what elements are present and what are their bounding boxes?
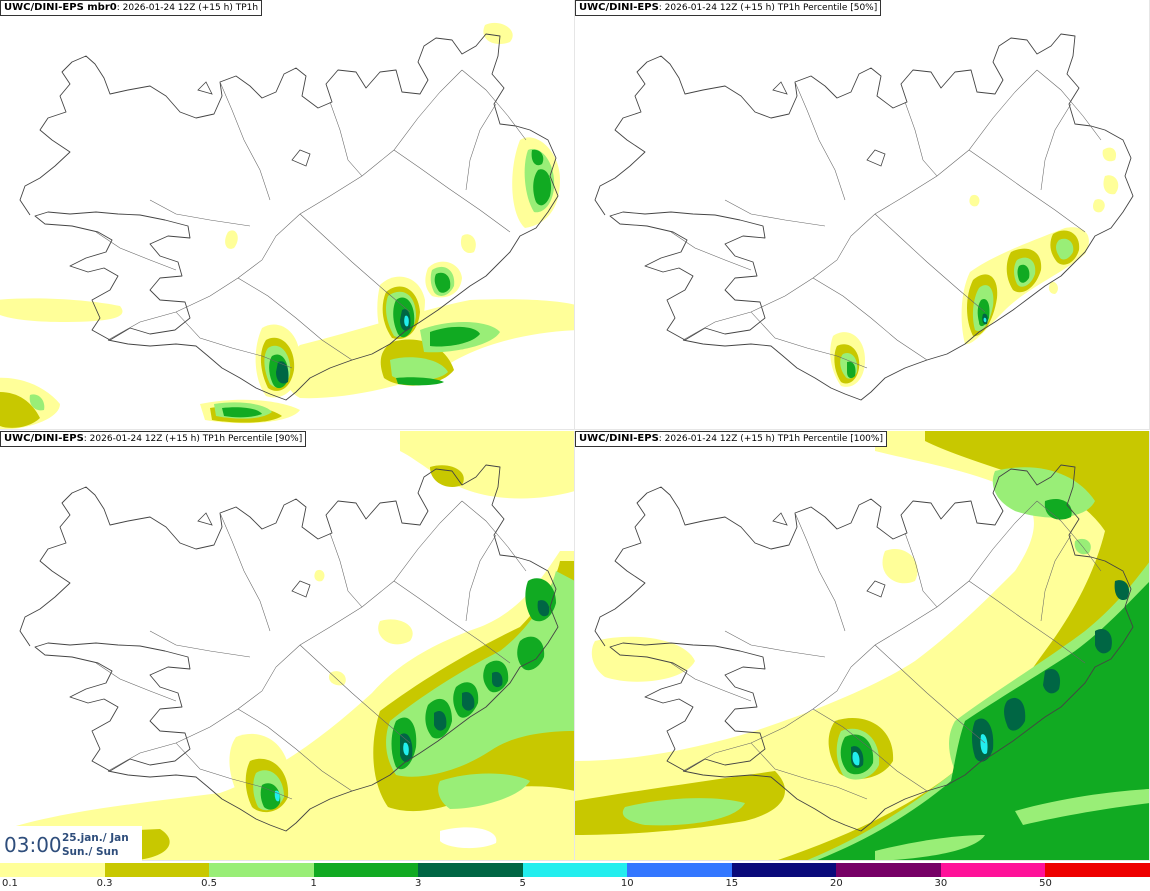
legend-swatch — [731, 863, 837, 877]
panel-title-p90: UWC/DINI-EPS: 2026-01-24 12Z (+15 h) TP1… — [0, 431, 307, 447]
map-panel-mbr0: UWC/DINI-EPS mbr0: 2026-01-24 12Z (+15 h… — [0, 0, 575, 430]
legend-swatch — [1045, 863, 1150, 877]
precip-map-mbr0 — [0, 22, 574, 429]
legend-tick-label: 10 — [620, 878, 634, 889]
precip-field — [0, 22, 574, 429]
precip-field — [830, 147, 1119, 387]
legend-tick-label: 5 — [519, 878, 526, 889]
legend-tick-label: 0.5 — [201, 878, 218, 889]
precip-map-p100 — [575, 431, 1149, 860]
panel-title-p100: UWC/DINI-EPS: 2026-01-24 12Z (+15 h) TP1… — [575, 431, 887, 447]
legend-tick-label: 50 — [1039, 878, 1052, 889]
legend-swatch — [418, 863, 523, 877]
legend-swatch — [104, 863, 210, 877]
valid-date: 25.jan./ Jan — [62, 831, 129, 844]
legend-tick-label: 30 — [934, 878, 948, 889]
map-panel-p50: UWC/DINI-EPS: 2026-01-24 12Z (+15 h) TP1… — [575, 0, 1150, 430]
legend-swatch — [522, 863, 628, 877]
legend-tick-label: 20 — [829, 878, 843, 889]
precip-field — [0, 431, 574, 860]
legend-swatch — [209, 863, 314, 877]
legend-swatch — [0, 863, 105, 877]
legend-swatches — [0, 863, 1150, 877]
legend-tick-label: 15 — [725, 878, 739, 889]
valid-time: 03:00 — [4, 832, 62, 857]
precip-field — [575, 431, 1149, 860]
panel-title-mbr0: UWC/DINI-EPS mbr0: 2026-01-24 12Z (+15 h… — [0, 0, 263, 16]
legend-swatch — [627, 863, 732, 877]
legend-swatch — [940, 863, 1046, 877]
legend-swatch — [836, 863, 941, 877]
panel-title-p50: UWC/DINI-EPS: 2026-01-24 12Z (+15 h) TP1… — [575, 0, 882, 16]
map-panel-p90: UWC/DINI-EPS: 2026-01-24 12Z (+15 h) TP1… — [0, 431, 575, 861]
precip-legend: 0.1 0.3 0.5 1 3 5 10 15 20 30 50 — [0, 863, 1150, 891]
precip-map-p90 — [0, 431, 574, 860]
valid-day: Sun./ Sun — [62, 845, 119, 858]
legend-swatch — [313, 863, 419, 877]
precip-map-p50 — [594, 33, 1134, 401]
legend-tick-label: 3 — [414, 878, 422, 889]
valid-time-box: 03:00 25.jan./ Jan Sun./ Sun — [0, 826, 142, 863]
map-panel-p100: UWC/DINI-EPS: 2026-01-24 12Z (+15 h) TP1… — [575, 431, 1150, 861]
legend-tick-label: 1 — [310, 878, 317, 889]
legend-tick-label: 0.1 — [2, 878, 18, 889]
legend-tick-label: 0.3 — [96, 878, 113, 889]
